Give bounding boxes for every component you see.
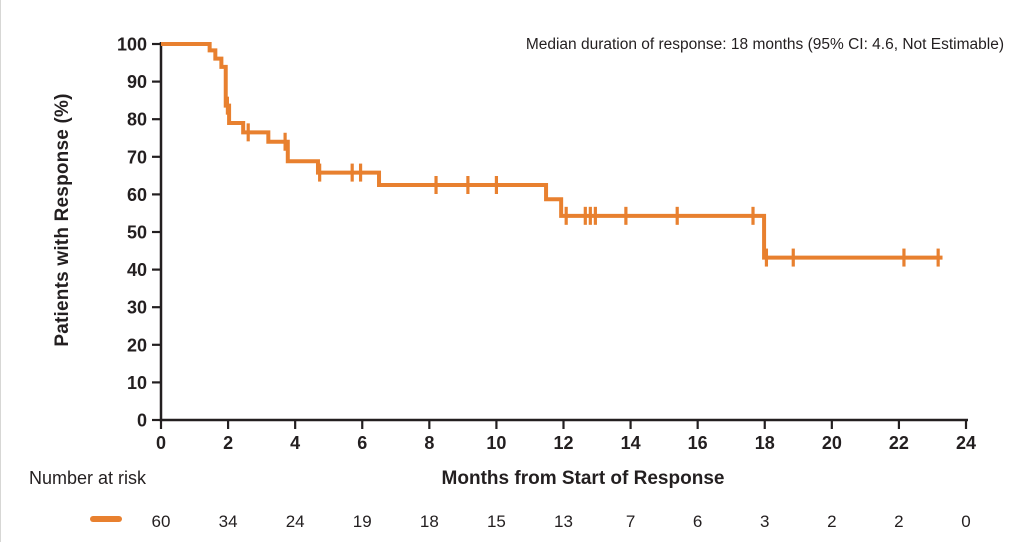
x-tick-label: 12: [553, 433, 573, 453]
number-at-risk-row: 60 34 24 19 18 15 13 7 6 3 2 2 0: [1, 504, 1012, 532]
x-tick-label: 22: [889, 433, 909, 453]
risk-value: 0: [961, 512, 971, 531]
y-tick-label: 70: [127, 147, 147, 167]
x-tick-label: 24: [956, 433, 976, 453]
risk-value: 2: [894, 512, 904, 531]
y-tick-label: 0: [137, 411, 147, 431]
median-annotation: Median duration of response: 18 months (…: [525, 36, 1004, 53]
x-tick-label: 2: [223, 433, 233, 453]
x-tick-label: 4: [290, 433, 300, 453]
y-tick-label: 60: [127, 185, 147, 205]
x-tick-label: 0: [156, 433, 166, 453]
risk-value: 6: [692, 512, 703, 531]
x-tick-label: 6: [357, 433, 367, 453]
x-tick-label: 14: [621, 433, 641, 453]
y-tick-label: 100: [117, 35, 147, 55]
risk-value: 15: [486, 512, 506, 531]
y-axis-title: Patients with Response (%): [52, 93, 73, 347]
risk-value: 18: [419, 512, 439, 531]
risk-value: 34: [218, 512, 238, 531]
risk-value: 7: [625, 512, 636, 531]
risk-value: 13: [554, 512, 573, 531]
y-tick-label: 40: [127, 260, 147, 280]
risk-value: 19: [352, 512, 372, 531]
y-tick-label: 10: [127, 373, 147, 393]
x-axis-title: Months from Start of Response: [441, 468, 725, 489]
risk-value: 60: [151, 512, 171, 531]
km-curve: [161, 42, 943, 260]
y-tick-label: 80: [127, 110, 147, 130]
censor-marks: [225, 96, 940, 267]
x-tick-label: 20: [822, 433, 842, 453]
y-tick-label: 30: [127, 298, 147, 318]
x-tick-label: 18: [755, 433, 775, 453]
risk-value: 24: [285, 512, 305, 531]
risk-value: 3: [760, 512, 770, 531]
x-tick-label: 8: [424, 433, 434, 453]
x-tick-label: 10: [486, 433, 506, 453]
x-tick-label: 16: [688, 433, 708, 453]
y-tick-label: 50: [127, 223, 147, 243]
y-tick-label: 20: [127, 335, 147, 355]
series-line-swatch: [90, 516, 122, 522]
number-at-risk-label: Number at risk: [29, 468, 147, 488]
y-tick-label: 90: [127, 72, 147, 92]
risk-value: 2: [827, 512, 837, 531]
